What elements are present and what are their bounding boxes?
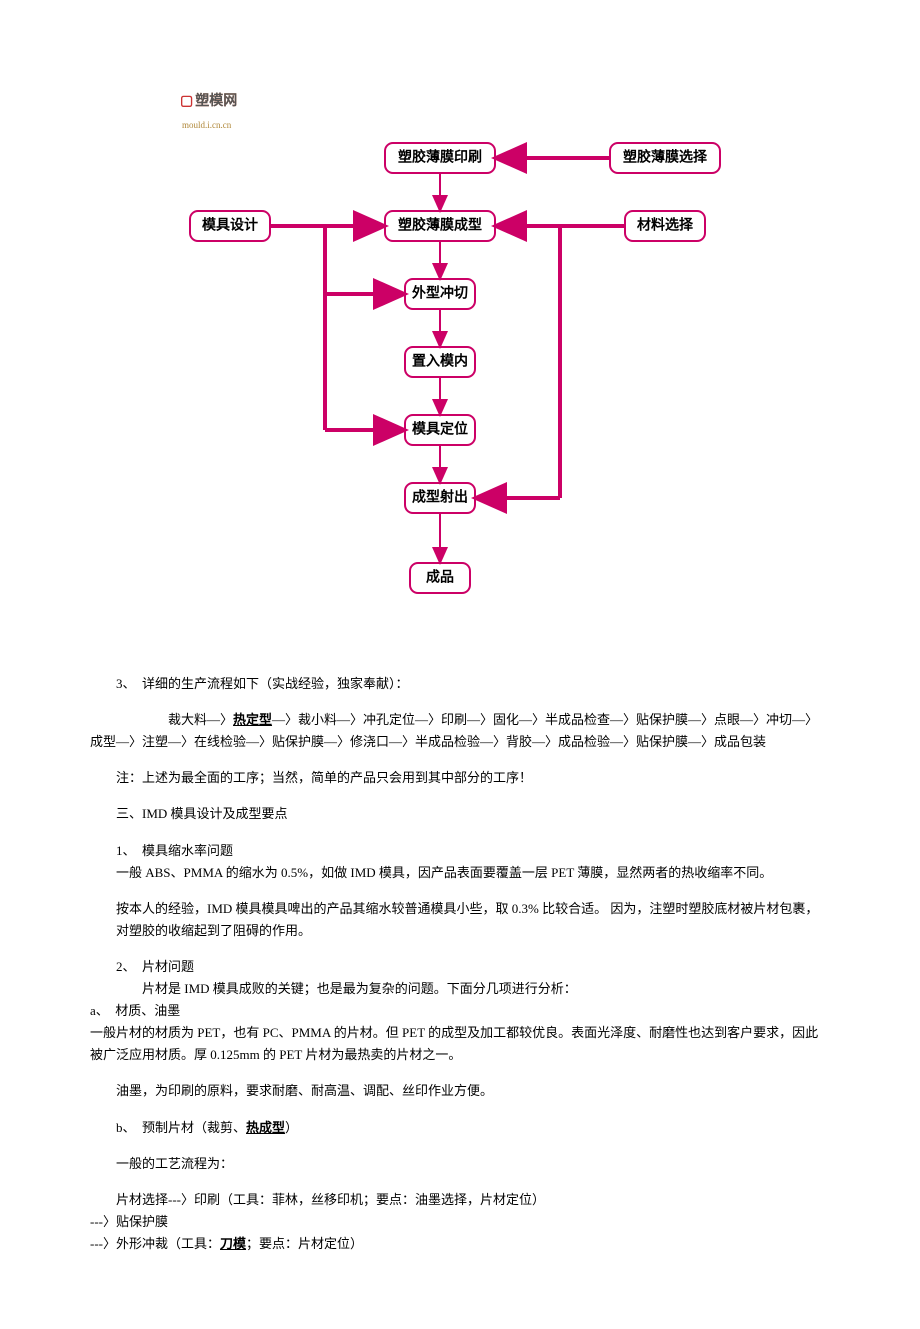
node-print: 塑胶薄膜印刷 — [398, 149, 482, 166]
p-proc-2: ---〉贴保护膜 — [90, 1211, 830, 1233]
logo-text: 塑模网 — [195, 90, 237, 114]
flowchart-svg: 塑胶薄膜印刷 塑胶薄膜成型 外型冲切 置入模内 模具定位 成型射出 成品 模具设… — [180, 133, 740, 643]
p-a-title: a、 材质、油墨 — [90, 1000, 830, 1022]
node-insert: 置入模内 — [412, 353, 468, 370]
p-b-title: b、 预制片材（裁剪、热成型） — [90, 1117, 830, 1139]
p-shrink-body: 一般 ABS、PMMA 的缩水为 0.5%，如做 IMD 模具，因产品表面要覆盖… — [90, 862, 830, 884]
logo-subtext: mould.i.cn.cn — [182, 118, 740, 133]
p-sheet-title: 2、 片材问题 — [90, 956, 830, 978]
node-form: 塑胶薄膜成型 — [398, 217, 482, 234]
logo: ▢ 塑模网 — [180, 90, 237, 114]
kw-die: 刀模 — [220, 1236, 246, 1251]
node-punch: 外型冲切 — [412, 285, 468, 302]
node-done: 成品 — [426, 569, 454, 586]
p-shrink-title: 1、 模具缩水率问题 — [90, 840, 830, 862]
p-sheet-intro: 片材是 IMD 模具成败的关键；也是最为复杂的问题。下面分几项进行分析： — [90, 978, 830, 1000]
p-flow-intro: 3、 详细的生产流程如下（实战经验，独家奉献）： — [90, 673, 830, 695]
flowchart-container: ▢ 塑模网 mould.i.cn.cn 塑胶薄膜印刷 塑胶薄膜成型 外型冲切 置… — [180, 90, 740, 643]
node-locate: 模具定位 — [412, 421, 468, 438]
node-film-select: 塑胶薄膜选择 — [623, 149, 708, 166]
p-flow-detail: 裁大料—〉热定型—〉裁小料—〉冲孔定位—〉印刷—〉固化—〉半成品检查—〉贴保护膜… — [90, 709, 830, 753]
p-proc-3: ---〉外形冲裁（工具：刀模；要点：片材定位） — [90, 1233, 830, 1255]
kw-hot-fix: 热定型 — [233, 712, 272, 727]
p-proc-intro: 一般的工艺流程为： — [90, 1153, 830, 1175]
node-mat-select: 材料选择 — [637, 217, 694, 234]
logo-row: ▢ 塑模网 — [180, 90, 740, 114]
node-inject: 成型射出 — [412, 489, 468, 506]
kw-hot-form: 热成型 — [246, 1120, 285, 1135]
p-proc-1: 片材选择---〉印刷（工具：菲林，丝移印机；要点：油墨选择，片材定位） — [90, 1189, 830, 1211]
node-mold-design: 模具设计 — [202, 217, 258, 234]
p-ink: 油墨，为印刷的原料，要求耐磨、耐高温、调配、丝印作业方便。 — [90, 1080, 830, 1102]
p-shrink-exp: 按本人的经验，IMD 模具模具啤出的产品其缩水较普通模具小些，取 0.3% 比较… — [90, 898, 830, 942]
p-a-body: 一般片材的材质为 PET，也有 PC、PMMA 的片材。但 PET 的成型及加工… — [90, 1022, 830, 1066]
p-note: 注：上述为最全面的工序；当然，简单的产品只会用到其中部分的工序！ — [90, 767, 830, 789]
heading-3: 三、IMD 模具设计及成型要点 — [90, 803, 830, 825]
